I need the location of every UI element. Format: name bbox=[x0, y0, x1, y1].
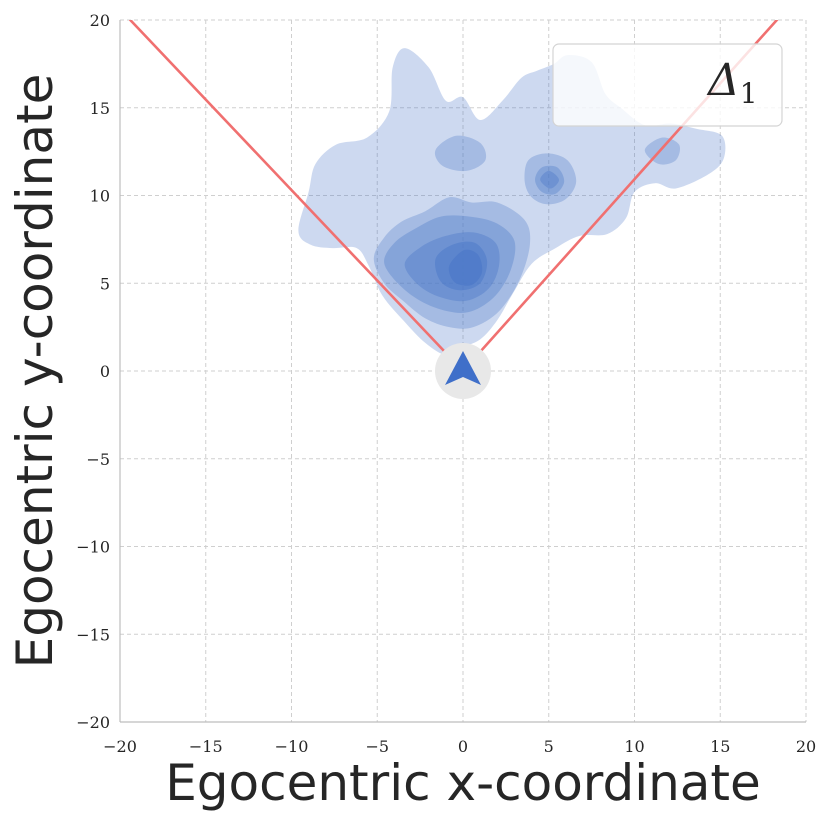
y-tick-label: −10 bbox=[76, 538, 110, 557]
legend-label: Δ1 bbox=[706, 55, 758, 110]
density-contour-level-2 bbox=[524, 153, 577, 205]
density-contour-level-6 bbox=[448, 249, 483, 286]
y-tick-label: 20 bbox=[90, 11, 110, 30]
x-axis-title: Egocentric x-coordinate bbox=[165, 754, 761, 812]
x-tick-label: 15 bbox=[710, 737, 730, 756]
y-tick-label: 5 bbox=[100, 274, 110, 293]
y-tick-label: 15 bbox=[90, 99, 110, 118]
y-axis-title: Egocentric y-coordinate bbox=[6, 74, 64, 669]
density-contour-level-2 bbox=[434, 135, 487, 172]
x-tick-label: −5 bbox=[365, 737, 389, 756]
x-tick-label: −10 bbox=[275, 737, 309, 756]
agent-arrow-icon bbox=[445, 351, 481, 385]
legend-box bbox=[552, 43, 783, 127]
y-tick-label: −20 bbox=[76, 713, 110, 732]
x-tick-label: 10 bbox=[624, 737, 644, 756]
density-contour-level-3 bbox=[535, 165, 565, 195]
x-tick-label: 20 bbox=[796, 737, 816, 756]
legend-symbol: Δ bbox=[706, 55, 740, 106]
density-contour-level-4 bbox=[540, 170, 560, 189]
y-tick-label: −5 bbox=[86, 450, 110, 469]
legend-subscript: 1 bbox=[740, 77, 758, 110]
x-tick-label: 5 bbox=[544, 737, 554, 756]
y-tick-label: 10 bbox=[90, 187, 110, 206]
legend: Δ1 bbox=[552, 43, 783, 127]
agent-marker bbox=[435, 343, 491, 399]
x-tick-label: −20 bbox=[103, 737, 137, 756]
y-tick-label: 0 bbox=[100, 362, 110, 381]
density-contour-level-3 bbox=[384, 215, 516, 314]
axis-spines bbox=[119, 20, 806, 723]
x-tick-label: 0 bbox=[458, 737, 468, 756]
fov-line bbox=[128, 20, 465, 373]
x-tick-label: −15 bbox=[189, 737, 223, 756]
y-tick-label: −15 bbox=[76, 625, 110, 644]
tick-labels: −20 −15 −10 −5 0 5 10 15 20 −20 −15 −10 −5 0 5 10 15 20 bbox=[76, 11, 816, 756]
